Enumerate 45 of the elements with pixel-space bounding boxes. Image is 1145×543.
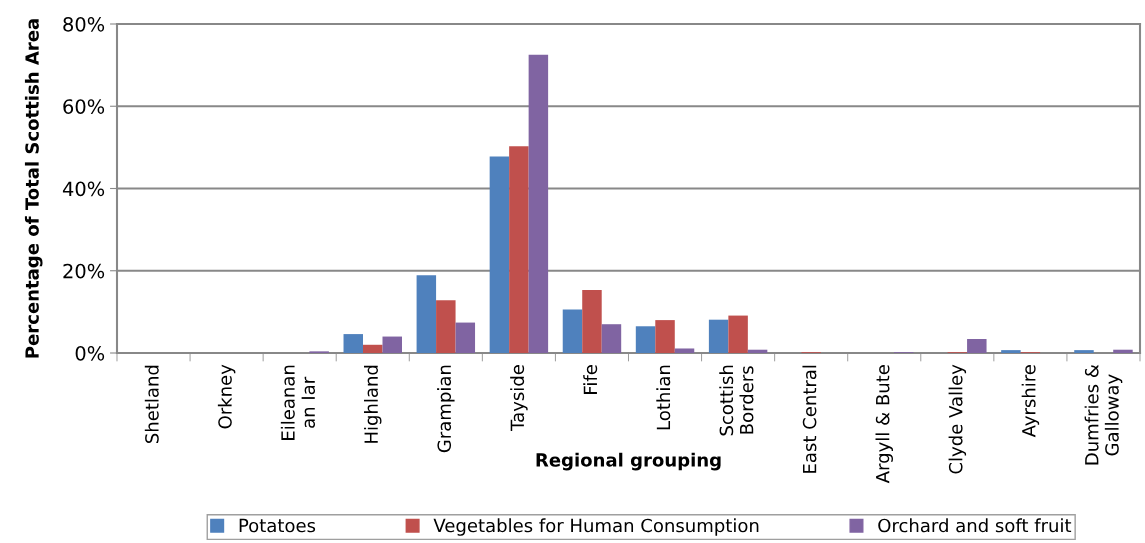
bar <box>655 320 675 353</box>
bar <box>509 146 529 353</box>
x-tick-label: Dumfries & Galloway <box>1084 364 1123 465</box>
bar <box>635 326 656 353</box>
x-tick-label: Argyll & Bute <box>875 365 893 484</box>
bar <box>343 334 364 353</box>
legend-label: Potatoes <box>239 518 316 533</box>
x-tick-label: Fife <box>583 365 598 394</box>
x-axis-title: Regional grouping <box>536 452 721 471</box>
bar <box>436 300 456 353</box>
bar <box>1113 349 1133 353</box>
x-tick-label: Lothian <box>656 365 671 430</box>
y-axis-title: Percentage of Total Scottish Area <box>24 19 43 358</box>
bar <box>489 156 510 353</box>
bar <box>582 290 602 353</box>
bar <box>1074 350 1094 353</box>
x-tick-label: Tayside <box>510 365 528 431</box>
bar <box>601 324 622 353</box>
y-tick-label: 60% <box>63 99 105 114</box>
x-tick-label: Ayrshire <box>1021 365 1040 438</box>
bar <box>967 339 987 353</box>
bar <box>528 54 549 353</box>
bar <box>728 315 748 353</box>
bar <box>562 309 583 353</box>
bar <box>1001 350 1021 353</box>
x-tick-label: Orkney <box>217 364 236 429</box>
x-tick-label: Grampian <box>437 365 455 453</box>
y-tick-label: 80% <box>63 16 105 32</box>
bar <box>382 336 402 353</box>
x-tick-label: Highland <box>364 365 382 443</box>
legend-label: Orchard and soft fruit <box>878 518 1072 533</box>
y-tick-label: 0% <box>75 345 105 361</box>
x-tick-label: Clyde Valley <box>948 364 967 474</box>
y-tick-label: 40% <box>62 181 105 197</box>
x-tick-label: Shetland <box>144 365 159 443</box>
legend-label: Vegetables for Human Consumption <box>433 518 759 536</box>
bar <box>363 344 383 353</box>
x-tick-label: East Central <box>802 365 817 473</box>
bar <box>455 322 476 353</box>
bar <box>674 348 695 353</box>
x-tick-label: Scottish Borders <box>719 365 754 436</box>
bar <box>416 275 437 353</box>
y-tick-label: 20% <box>63 263 105 279</box>
x-tick-label: Eileanan an Iar <box>280 365 316 440</box>
bar <box>708 319 729 353</box>
